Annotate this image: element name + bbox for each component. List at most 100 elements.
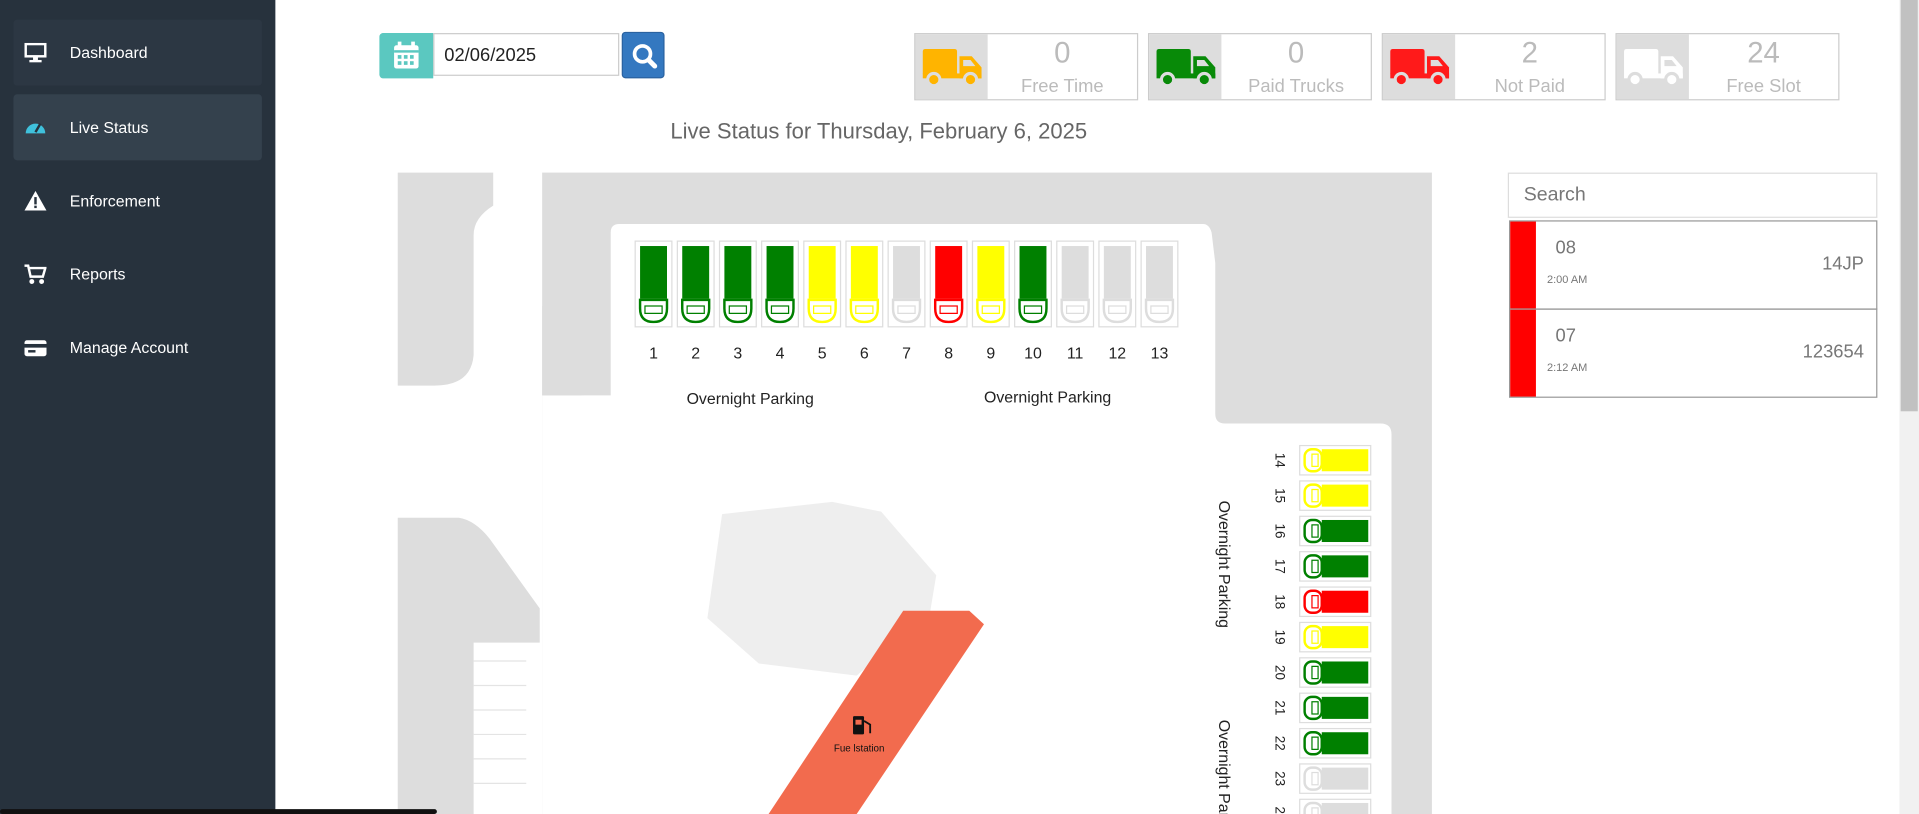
truck-cab	[1303, 660, 1323, 685]
parking-slot: 12	[1098, 240, 1137, 363]
slot-number: 4	[776, 346, 785, 363]
entry-row[interactable]: 08 2:00 AM 14JP	[1509, 220, 1878, 310]
scrollbar-thumb[interactable]	[1900, 0, 1918, 412]
parking-slot: 3	[718, 240, 757, 363]
truck-window	[1311, 807, 1319, 814]
truck-body	[893, 246, 920, 299]
card-count: 2	[1521, 36, 1538, 70]
date-input[interactable]: 02/06/2025	[433, 33, 620, 76]
truck-window	[1311, 665, 1319, 680]
slot-number: 7	[902, 346, 911, 363]
zone-label: Overnight Parking	[687, 391, 814, 408]
truck-cab	[1303, 801, 1323, 814]
truck-body	[766, 246, 794, 299]
slot-number: 18	[1272, 594, 1287, 609]
slot-frame	[929, 240, 968, 328]
slot-frame	[634, 240, 673, 328]
horizontal-scrollbar[interactable]	[0, 809, 437, 814]
truck-body	[1321, 484, 1369, 507]
parking-slot: 19	[1272, 621, 1372, 653]
parking-slot: 24	[1272, 798, 1372, 814]
truck-cab	[1303, 766, 1323, 791]
nav-label: Enforcement	[69, 191, 160, 210]
slot-number: 15	[1272, 488, 1287, 503]
truck-window	[855, 305, 874, 314]
nav-item[interactable]: Enforcement	[13, 168, 261, 234]
truck-body	[1321, 626, 1369, 649]
nav-item[interactable]: Dashboard	[13, 19, 262, 86]
truck-body	[682, 246, 710, 299]
parking-slot: 21	[1272, 692, 1372, 724]
nav-item[interactable]: Manage Account	[13, 315, 261, 381]
slot-frame	[971, 240, 1010, 328]
parking-slot: 5	[803, 240, 842, 363]
truck-window	[1311, 453, 1319, 467]
truck-body	[935, 246, 963, 299]
truck-body	[1321, 449, 1369, 472]
entry-time: 2:00 AM	[1546, 272, 1588, 286]
truck-window	[1108, 305, 1127, 314]
slot-frame	[1299, 480, 1372, 511]
truck-cab	[1303, 518, 1323, 544]
slot-number: 9	[986, 346, 995, 363]
nav-item[interactable]: Reports	[13, 241, 261, 307]
card-label: Free Slot	[1726, 75, 1801, 97]
truck-cab	[1303, 483, 1323, 508]
slot-frame	[1299, 657, 1372, 688]
truck-body	[1103, 246, 1131, 299]
summary-card: 2 Not Paid	[1381, 33, 1606, 101]
slot-frame	[1299, 763, 1372, 794]
truck-window	[686, 305, 705, 314]
truck-cab	[807, 298, 837, 324]
truck-cab	[891, 298, 922, 324]
truck-body	[1321, 661, 1369, 684]
parking-slot: 15	[1272, 480, 1372, 511]
slot-frame	[1140, 240, 1179, 328]
slot-number: 3	[733, 346, 742, 363]
slot-number: 13	[1151, 346, 1169, 363]
truck-cab	[849, 298, 880, 324]
entry-row[interactable]: 07 2:12 AM 123654	[1509, 308, 1878, 398]
truck-cab	[1060, 298, 1090, 324]
slot-frame	[1098, 240, 1137, 328]
parking-slot: 16	[1272, 515, 1372, 547]
slot-frame	[1299, 798, 1372, 814]
slot-number: 6	[860, 346, 869, 363]
icon	[24, 264, 47, 284]
slot-frame	[761, 240, 799, 328]
truck-body	[1019, 246, 1047, 299]
fuel-icon	[853, 716, 872, 735]
slot-frame	[1014, 240, 1052, 328]
calendar-button[interactable]	[379, 33, 434, 79]
truck-window	[981, 305, 1001, 314]
slot-frame	[718, 240, 757, 328]
truck-window	[1311, 630, 1319, 644]
truck-cab	[1303, 589, 1323, 614]
plate-number: 123654	[1802, 341, 1864, 363]
slot-number: 16	[1272, 524, 1287, 539]
truck-window	[1311, 736, 1319, 750]
slot-number: 22	[1272, 736, 1287, 751]
card-count: 24	[1747, 36, 1780, 70]
card-label: Not Paid	[1494, 75, 1566, 97]
slot-number: 8	[944, 346, 953, 363]
truck-cab	[1303, 554, 1323, 579]
parking-slot: 23	[1272, 763, 1372, 794]
truck-window	[813, 305, 832, 314]
truck-icon	[1390, 48, 1450, 88]
truck-body	[1321, 732, 1369, 755]
slot-number: 1	[649, 346, 658, 363]
slot-frame	[676, 240, 715, 328]
search-button[interactable]	[621, 31, 665, 79]
entry-time: 2:12 AM	[1546, 361, 1588, 374]
slot-frame	[1299, 727, 1372, 759]
sidebar: Dashboard Live Status Enforcement Report…	[0, 0, 276, 814]
search-input[interactable]: Search	[1507, 172, 1878, 218]
parking-slot: 9	[971, 240, 1010, 363]
truck-body	[1061, 246, 1089, 299]
zone-label: Overnight Parking	[984, 390, 1111, 407]
truck-cab	[765, 298, 795, 324]
slot-number: 19	[1272, 630, 1287, 645]
nav-item[interactable]: Live Status	[13, 94, 262, 161]
